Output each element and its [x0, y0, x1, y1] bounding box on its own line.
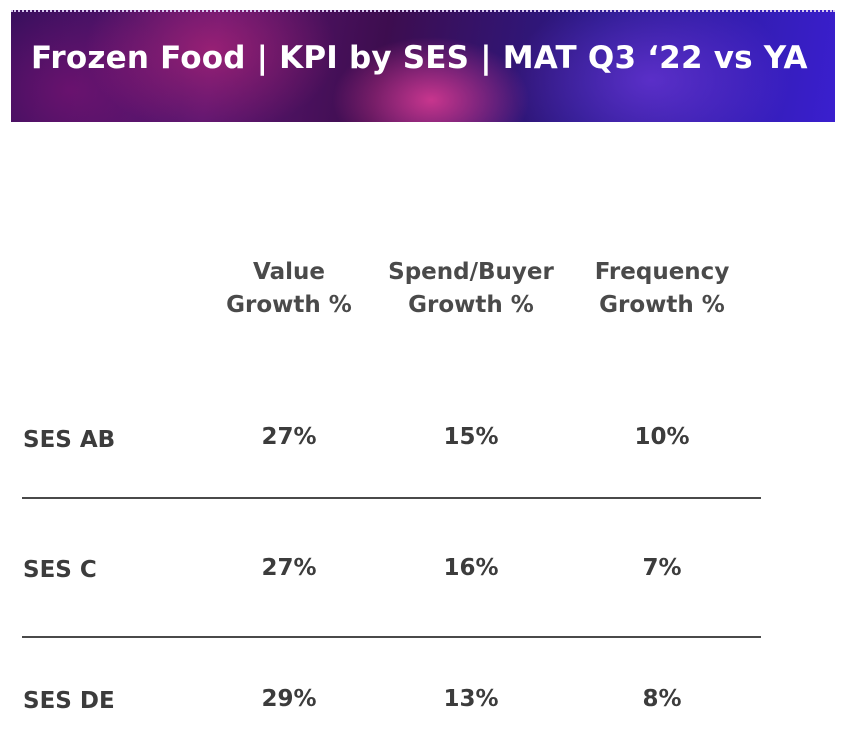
column-header-line1: Frequency	[594, 259, 730, 285]
slide-title: Frozen Food | KPI by SES | MAT Q3 ‘22 vs…	[31, 40, 808, 76]
column-header-line1: Value	[253, 259, 325, 285]
column-header-line2: Growth %	[599, 292, 725, 318]
table-cell: 27%	[261, 555, 317, 581]
column-header-frequency-growth: Frequency Growth %	[567, 256, 757, 322]
table-cell: 29%	[261, 686, 317, 712]
row-label-ses-c: SES C	[23, 557, 97, 583]
column-header-line2: Growth %	[408, 292, 534, 318]
column-header-spend-buyer-growth: Spend/Buyer Growth %	[376, 256, 566, 322]
column-header-line1: Spend/Buyer	[388, 259, 554, 285]
table-cell: 15%	[443, 424, 499, 450]
column-header-line2: Growth %	[226, 292, 352, 318]
table-cell: 8%	[642, 686, 682, 712]
table-cell: 10%	[634, 424, 690, 450]
table-cell: 16%	[443, 555, 499, 581]
row-divider	[22, 636, 761, 638]
column-header-value-growth: Value Growth %	[194, 256, 384, 322]
table-cell: 27%	[261, 424, 317, 450]
banner-dotted-line	[11, 10, 835, 12]
title-banner: Frozen Food | KPI by SES | MAT Q3 ‘22 vs…	[11, 10, 835, 122]
row-label-ses-de: SES DE	[23, 688, 115, 714]
row-divider	[22, 497, 761, 499]
row-label-ses-ab: SES AB	[23, 427, 116, 453]
table-cell: 7%	[642, 555, 682, 581]
table-cell: 13%	[443, 686, 499, 712]
